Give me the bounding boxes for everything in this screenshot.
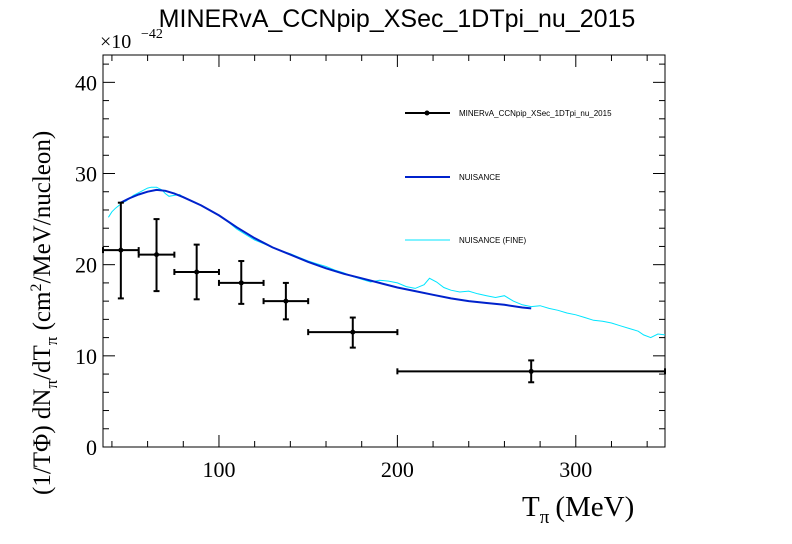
series-nuisance	[120, 188, 532, 310]
legend-entry-fine: NUISANCE (FINE)	[405, 236, 526, 245]
data-point	[137, 218, 176, 293]
y-axis-label-part-1: π	[42, 380, 61, 389]
y-exponent: ×10 −42	[100, 27, 163, 53]
x-axis-label-unit: (MeV)	[555, 491, 634, 523]
y-axis-label-part-6: /MeV/nucleon)	[29, 131, 56, 284]
series-layer	[102, 186, 666, 384]
x-tick-label: 200	[381, 457, 414, 482]
chart-title: MINERvA_CCNpip_XSec_1DTpi_nu_2015	[159, 5, 636, 33]
legend-label-fine: NUISANCE (FINE)	[459, 236, 526, 245]
legend-label-nuisance: NUISANCE	[459, 173, 500, 182]
y-axis-label-part-4: (cm	[29, 291, 56, 337]
y-axis-ticks: 0 10 20 30 40	[75, 63, 665, 460]
y-axis-label-part-3: π	[42, 336, 61, 345]
y-tick-label: 20	[75, 253, 97, 278]
x-tick-label: 100	[202, 457, 235, 482]
data-point	[173, 243, 220, 301]
data-point	[262, 281, 310, 321]
x-axis-label: Tπ (MeV)	[522, 491, 634, 528]
legend-entry-nuisance: NUISANCE	[405, 173, 500, 182]
legend-entry-data: MINERvA_CCNpip_XSec_1DTpi_nu_2015	[405, 109, 612, 118]
y-axis-label-part-2: /dT	[29, 345, 56, 380]
y-axis-label-part-5: 2	[28, 284, 45, 292]
y-axis-label-part-0: (1/TΦ) dN	[29, 389, 56, 495]
data-point	[396, 359, 666, 384]
y-exponent-base: ×10	[100, 31, 131, 53]
y-axis-label: (1/TΦ) dNπ/dTπ (cm2/MeV/nucleon)	[28, 131, 61, 495]
x-axis-ticks: 100 200 300	[111, 55, 648, 482]
data-marker	[194, 269, 200, 275]
data-marker	[154, 252, 160, 258]
series-nuisance-fine	[107, 186, 666, 339]
svg-text:Tπ(MeV): Tπ (MeV)	[522, 491, 634, 528]
legend-label-data: MINERvA_CCNpip_XSec_1DTpi_nu_2015	[459, 109, 612, 118]
x-axis-label-main: T	[522, 491, 540, 523]
y-tick-label: 30	[75, 162, 97, 187]
data-marker	[283, 298, 289, 304]
y-exponent-power: −42	[141, 27, 163, 42]
svg-text:(1/TΦ) dNπ/dTπ (cm2/MeV/nucleo: (1/TΦ) dNπ/dTπ (cm2/MeV/nucleon)	[28, 131, 61, 495]
legend: MINERvA_CCNpip_XSec_1DTpi_nu_2015 NUISAN…	[405, 109, 612, 245]
data-marker	[528, 368, 534, 374]
data-marker	[350, 329, 356, 335]
legend-data-marker	[424, 110, 430, 116]
x-tick-label: 300	[559, 457, 592, 482]
data-point	[217, 260, 265, 305]
x-axis-label-sub: π	[540, 507, 550, 528]
y-tick-label: 0	[86, 435, 97, 460]
y-tick-label: 10	[75, 344, 97, 369]
data-marker	[238, 280, 244, 286]
data-marker	[118, 247, 124, 253]
data-point	[307, 316, 399, 349]
y-tick-label: 40	[75, 70, 97, 95]
data-point	[102, 201, 140, 300]
